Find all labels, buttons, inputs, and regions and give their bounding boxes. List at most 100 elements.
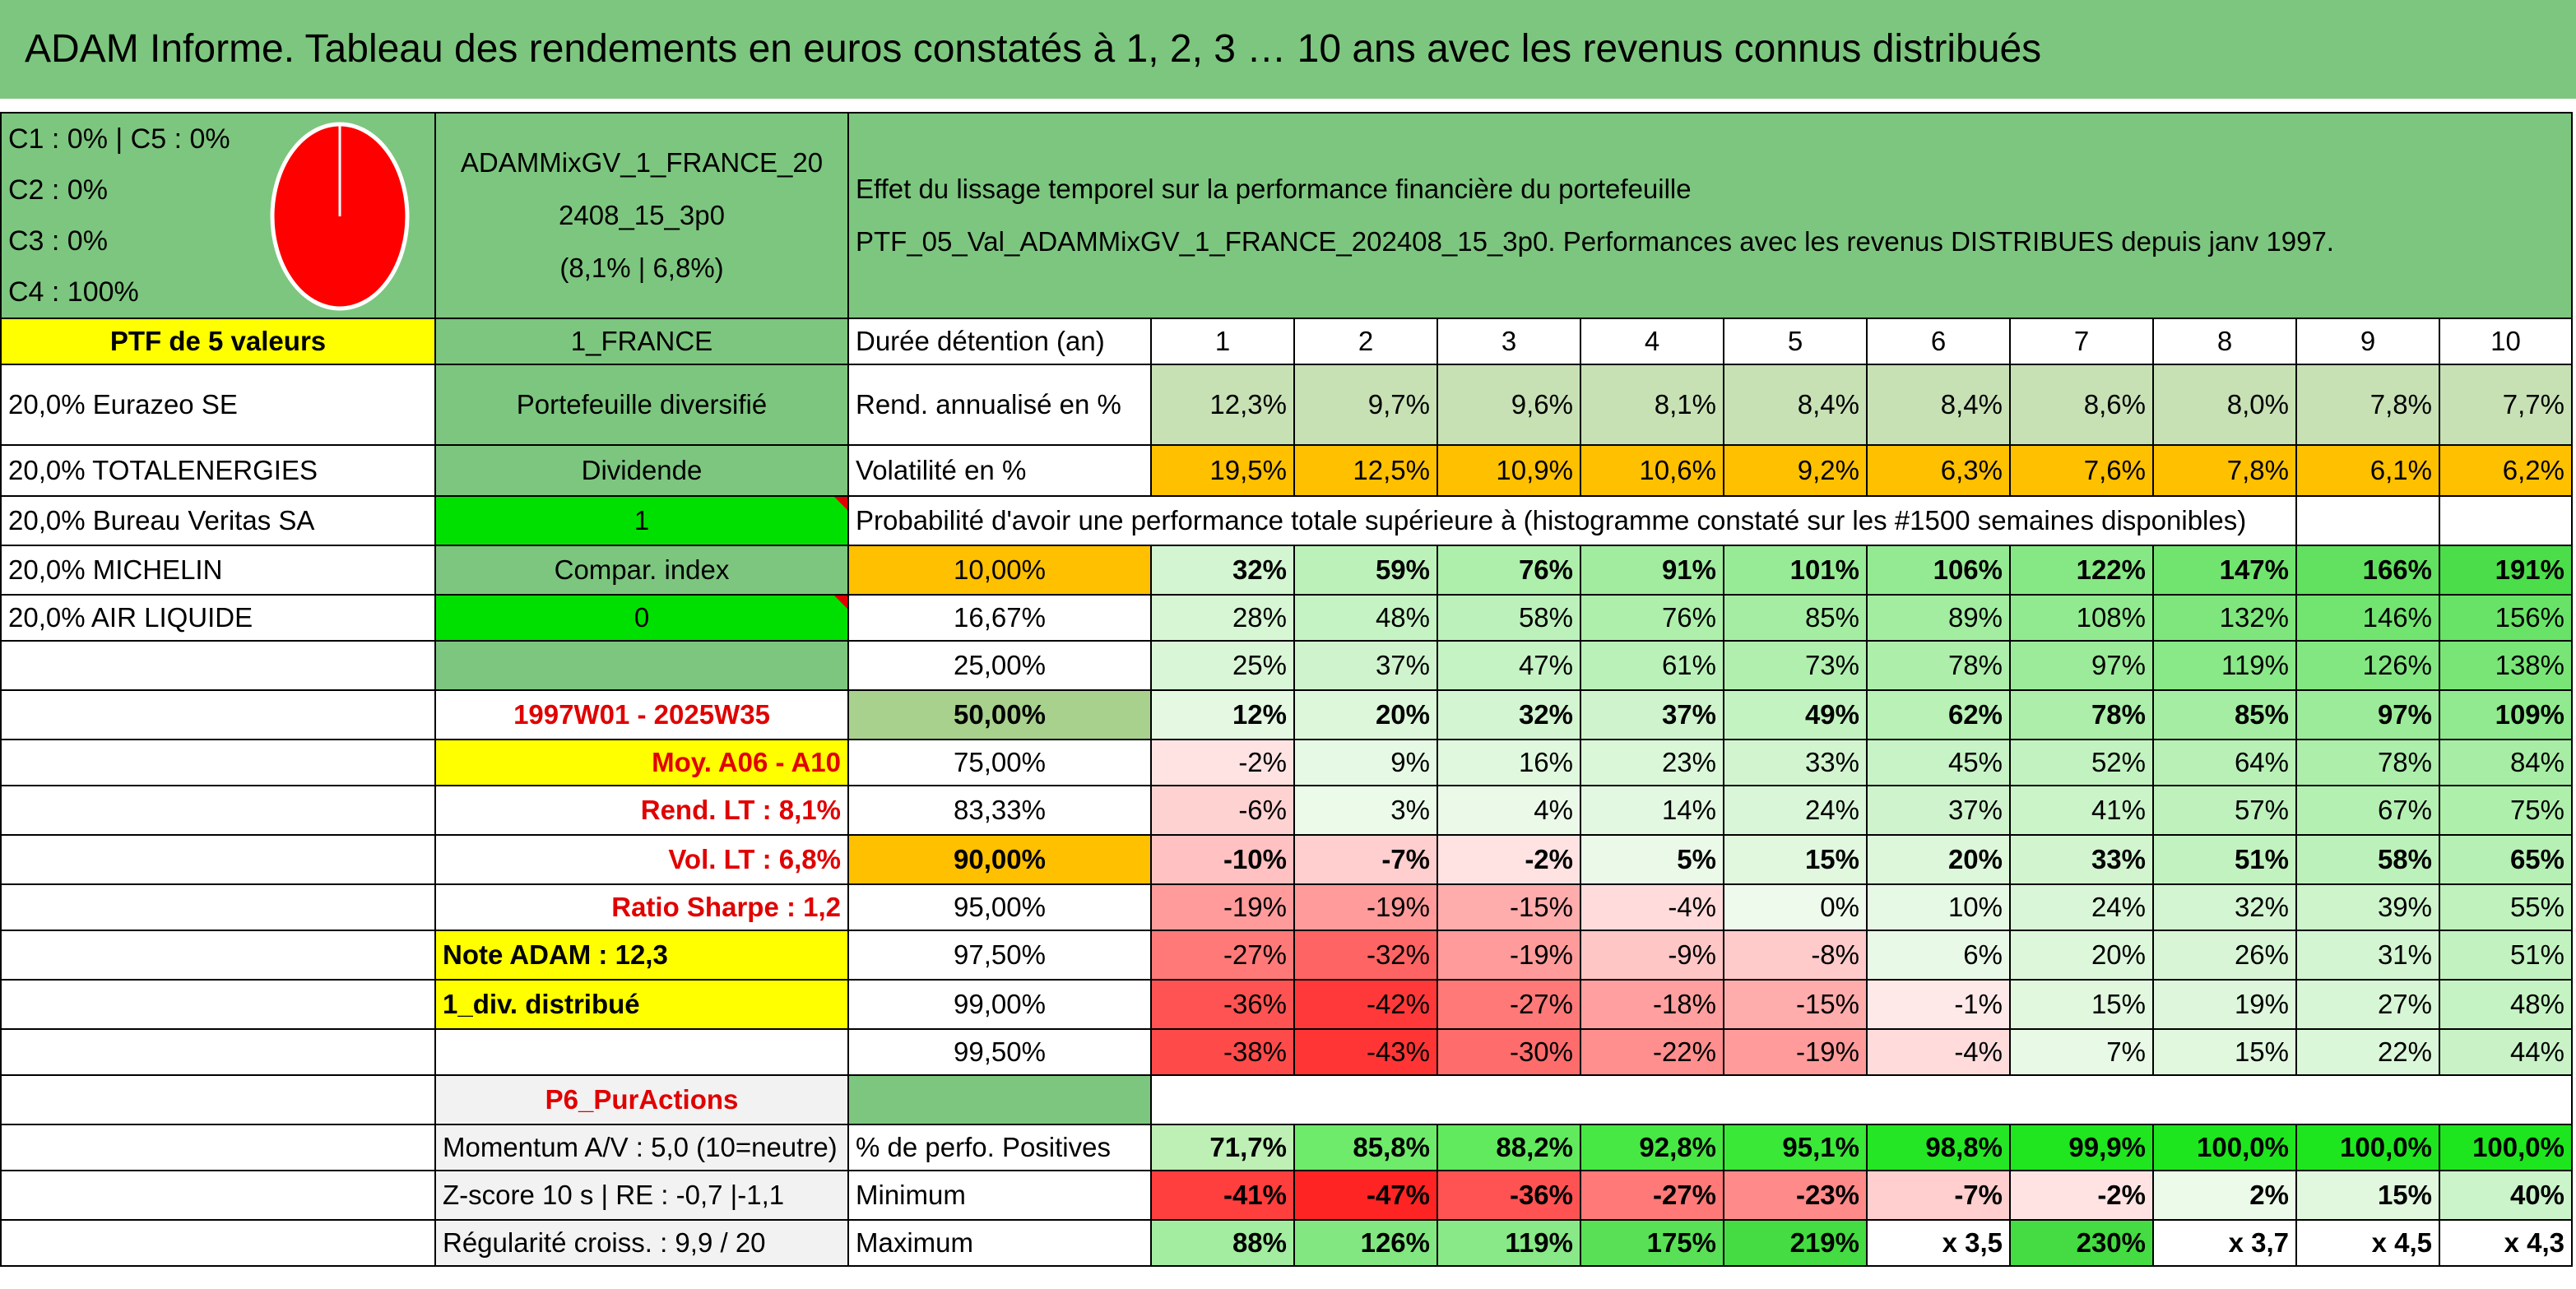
- year-header: 1: [1150, 318, 1295, 365]
- performance-table: C1 : 0% | C5 : 0% C2 : 0% C3 : 0% C4 : 1…: [0, 112, 2573, 1267]
- empty-cell: [0, 1219, 436, 1267]
- quantile-value: 89%: [1866, 594, 2011, 642]
- p6-label: P6_PurActions: [434, 1074, 849, 1125]
- rend-value: 7,7%: [2439, 364, 2573, 446]
- quantile-value: 122%: [2009, 545, 2154, 596]
- allocation-pie-chart: [270, 122, 410, 311]
- quantile-value: 146%: [2295, 594, 2440, 642]
- min-value: -2%: [2009, 1170, 2154, 1221]
- quantile-value: 78%: [2009, 689, 2154, 740]
- quantile-value: -9%: [1580, 930, 1724, 981]
- quantile-value: 48%: [2439, 979, 2573, 1030]
- quantile-value: 78%: [2295, 739, 2440, 786]
- quantile-value: 61%: [1580, 640, 1724, 691]
- quantile-value: 3%: [1293, 785, 1438, 836]
- quantile-value: 16%: [1437, 739, 1581, 786]
- min-value: 40%: [2439, 1170, 2573, 1221]
- empty-cell: [0, 979, 436, 1030]
- quantile-value: 33%: [1723, 739, 1868, 786]
- min-value: -7%: [1866, 1170, 2011, 1221]
- portfolio-type: Portefeuille diversifié: [434, 364, 849, 446]
- sharpe-label: Ratio Sharpe : 1,2: [434, 883, 849, 931]
- empty-cell: [2295, 495, 2440, 546]
- quantile-value: 76%: [1437, 545, 1581, 596]
- quantile-value: 15%: [2152, 1028, 2297, 1076]
- quantile-value: 97%: [2295, 689, 2440, 740]
- quantile-value: 27%: [2295, 979, 2440, 1030]
- quantile-value: 45%: [1866, 739, 2011, 786]
- quantile-value: 14%: [1580, 785, 1724, 836]
- quantile-value: 58%: [2295, 834, 2440, 885]
- year-header: 5: [1723, 318, 1868, 365]
- quantile-value: 75%: [2439, 785, 2573, 836]
- quantile-value: -19%: [1437, 930, 1581, 981]
- report-title: ADAM Informe. Tableau des rendements en …: [0, 0, 2576, 99]
- max-value: x 4,5: [2295, 1219, 2440, 1267]
- compar-label: Compar. index: [434, 545, 849, 596]
- rend-value: 8,1%: [1580, 364, 1724, 446]
- vol-value: 12,5%: [1293, 444, 1438, 497]
- rend-value: 7,8%: [2295, 364, 2440, 446]
- quantile-value: 51%: [2439, 930, 2573, 981]
- holding-item: 20,0% AIR LIQUIDE: [0, 594, 436, 642]
- empty-cell: [2439, 495, 2573, 546]
- empty-cell: [0, 739, 436, 786]
- quantile-value: 84%: [2439, 739, 2573, 786]
- quantile-value: 156%: [2439, 594, 2573, 642]
- quantile-value: 64%: [2152, 739, 2297, 786]
- quantile-value: 101%: [1723, 545, 1868, 596]
- quantile-value: 76%: [1580, 594, 1724, 642]
- allocation-box: C1 : 0% | C5 : 0% C2 : 0% C3 : 0% C4 : 1…: [0, 112, 436, 319]
- quantile-value: -1%: [1866, 979, 2011, 1030]
- quantile-value: 91%: [1580, 545, 1724, 596]
- empty-cell: [0, 640, 436, 691]
- pos-value: 98,8%: [1866, 1124, 2011, 1171]
- quantile-value: -19%: [1723, 1028, 1868, 1076]
- quantile-value: 4%: [1437, 785, 1581, 836]
- dividend-value: 1: [434, 495, 849, 546]
- allocation-line: C4 : 100%: [8, 276, 139, 308]
- pos-value: 100,0%: [2295, 1124, 2440, 1171]
- quantile-value: 31%: [2295, 930, 2440, 981]
- portfolio-code-line3: (8,1% | 6,8%): [559, 253, 724, 283]
- pos-value: 92,8%: [1580, 1124, 1724, 1171]
- quantile-value: -22%: [1580, 1028, 1724, 1076]
- quantile-value: 126%: [2295, 640, 2440, 691]
- quantile-value: 20%: [1293, 689, 1438, 740]
- holding-item: 20,0% Bureau Veritas SA: [0, 495, 436, 546]
- quantile-value: 24%: [2009, 883, 2154, 931]
- period-label: 1997W01 - 2025W35: [434, 689, 849, 740]
- year-header: 4: [1580, 318, 1724, 365]
- min-value: 15%: [2295, 1170, 2440, 1221]
- quantile-value: 85%: [2152, 689, 2297, 740]
- max-value: x 3,5: [1866, 1219, 2011, 1267]
- quantile-value: 109%: [2439, 689, 2573, 740]
- vol-lt-label: Vol. LT : 6,8%: [434, 834, 849, 885]
- quantile-label: 50,00%: [847, 689, 1152, 740]
- vol-value: 19,5%: [1150, 444, 1295, 497]
- quantile-value: 44%: [2439, 1028, 2573, 1076]
- duration-label: Durée détention (an): [847, 318, 1152, 365]
- quantile-value: 67%: [2295, 785, 2440, 836]
- vol-label: Volatilité en %: [847, 444, 1152, 497]
- quantile-value: 132%: [2152, 594, 2297, 642]
- max-value: 219%: [1723, 1219, 1868, 1267]
- quantile-value: 37%: [1293, 640, 1438, 691]
- empty-cell: [434, 1028, 849, 1076]
- year-header: 6: [1866, 318, 2011, 365]
- vol-value: 7,8%: [2152, 444, 2297, 497]
- min-value: 2%: [2152, 1170, 2297, 1221]
- note-label: Note ADAM : 12,3: [434, 930, 849, 981]
- quantile-label: 25,00%: [847, 640, 1152, 691]
- pos-label: % de perfo. Positives: [847, 1124, 1152, 1171]
- region-label: 1_FRANCE: [434, 318, 849, 365]
- quantile-value: -30%: [1437, 1028, 1581, 1076]
- empty-cell: [0, 834, 436, 885]
- quantile-value: -32%: [1293, 930, 1438, 981]
- momentum-label: Momentum A/V : 5,0 (10=neutre): [434, 1124, 849, 1171]
- description-line1: Effet du lissage temporel sur la perform…: [856, 174, 1692, 204]
- quantile-value: 73%: [1723, 640, 1868, 691]
- quantile-label: 95,00%: [847, 883, 1152, 931]
- empty-cell: [1150, 1074, 2573, 1125]
- quantile-value: 166%: [2295, 545, 2440, 596]
